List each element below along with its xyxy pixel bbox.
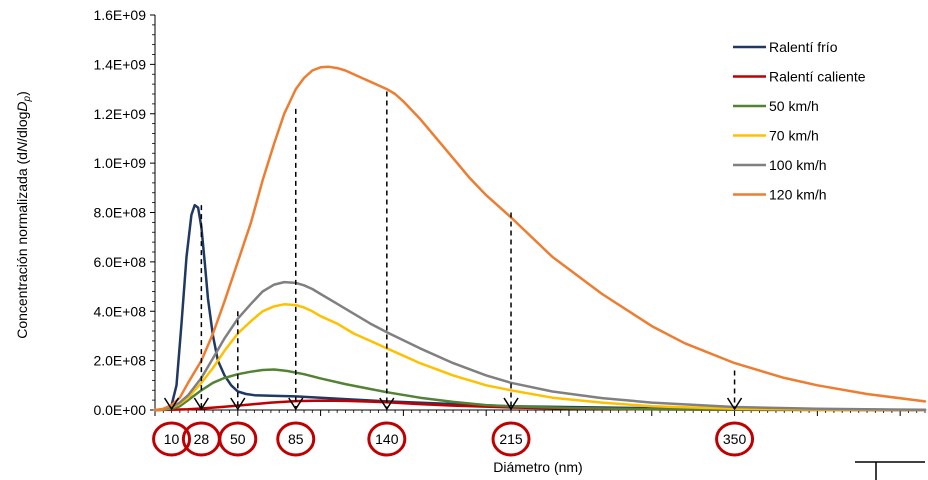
y-tick-label: 1.0E+09	[93, 155, 146, 171]
marker-circle	[276, 421, 316, 457]
y-axis-label-suffix: )	[14, 91, 30, 96]
y-axis-label-n: N	[14, 141, 30, 152]
series-line	[153, 280, 927, 412]
marker-arrow	[379, 397, 395, 411]
y-tick-label: 4.0E+08	[93, 303, 146, 319]
size-markers: 10 28 50 85 140 215 350	[152, 91, 755, 457]
marker-arrow	[726, 397, 743, 411]
corner-decoration	[855, 461, 925, 480]
marker-arrow	[163, 397, 180, 411]
marker-label: 50	[230, 431, 246, 447]
y-axis-label-mid: /dlog	[14, 112, 30, 142]
x-axis-label: Diámetro (nm)	[493, 459, 582, 475]
legend-label: 100 km/h	[769, 157, 827, 173]
marker-circle	[367, 421, 407, 457]
marker-label: 28	[194, 431, 210, 447]
y-tick-label: 0.0E+00	[93, 402, 146, 418]
y-axis-label: Concentración normalizada (dN/dlogDp)	[14, 91, 33, 339]
marker-arrow	[288, 397, 304, 411]
y-tick-label: 1.6E+09	[93, 7, 146, 23]
series-line	[153, 303, 927, 412]
marker-label: 350	[723, 431, 747, 447]
marker-circle	[715, 421, 755, 457]
marker-label: 215	[499, 431, 523, 447]
legend-label: Ralentí frío	[769, 39, 838, 55]
marker-label: 140	[375, 431, 399, 447]
y-tick-label: 8.0E+08	[93, 205, 146, 221]
y-axis-label-prefix: Concentración normalizada (d	[14, 152, 30, 339]
marker-circle	[491, 421, 531, 457]
marker-circle	[218, 421, 258, 457]
marker-arrow	[230, 397, 246, 411]
y-axis-label-p: p	[22, 95, 33, 102]
y-tick-label: 2.0E+08	[93, 353, 146, 369]
marker-label: 10	[164, 431, 180, 447]
marker-arrow	[503, 397, 519, 411]
marker-circle	[152, 421, 192, 457]
legend-label: 120 km/h	[769, 187, 827, 203]
y-axis-label-d: D	[14, 101, 30, 111]
y-tick-label: 1.2E+09	[93, 106, 146, 122]
y-tick-label: 1.4E+09	[93, 56, 146, 72]
marker-label: 85	[288, 431, 304, 447]
legend-label: 50 km/h	[769, 98, 819, 114]
marker-arrow	[193, 397, 209, 411]
series-layer	[153, 65, 927, 412]
y-tick-label: 6.0E+08	[93, 254, 146, 270]
legend-label: 70 km/h	[769, 128, 819, 144]
series-line	[153, 65, 927, 412]
legend-label: Ralentí caliente	[769, 69, 866, 85]
y-axis-ticks: 0.0E+00 2.0E+08 4.0E+08 6.0E+08 8.0E+08 1.0E+…	[93, 7, 155, 418]
legend: Ralentí frío Ralentí caliente 50 km/h 70 km…	[733, 39, 866, 203]
